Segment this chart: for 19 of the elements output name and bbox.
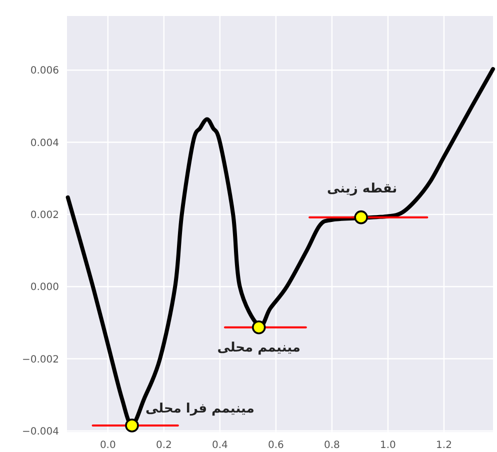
y-tick-label: −0.004 [22, 426, 59, 438]
x-tick-label: 1.0 [380, 440, 396, 451]
x-tick-label: 0.0 [100, 440, 116, 451]
x-tick-label: 0.6 [268, 440, 284, 451]
x-tick-label: 0.4 [212, 440, 228, 451]
y-tick-label: 0.000 [30, 282, 59, 294]
annotation: مینیمم محلی [217, 340, 300, 356]
annotation: مینیمم فرا محلی [146, 402, 254, 417]
x-tick-label: 0.2 [156, 440, 172, 451]
x-tick-label: 1.2 [436, 440, 452, 451]
y-tick-label: 0.002 [30, 210, 59, 221]
point [125, 418, 139, 432]
point [354, 210, 368, 224]
y-tick-label: −0.002 [22, 354, 59, 366]
y-tick-label: 0.006 [30, 66, 59, 77]
annotation: نقطه زینی [327, 181, 398, 196]
point [252, 320, 266, 334]
y-tick-label: 0.004 [30, 138, 59, 149]
x-tick-label: 0.8 [324, 440, 340, 451]
